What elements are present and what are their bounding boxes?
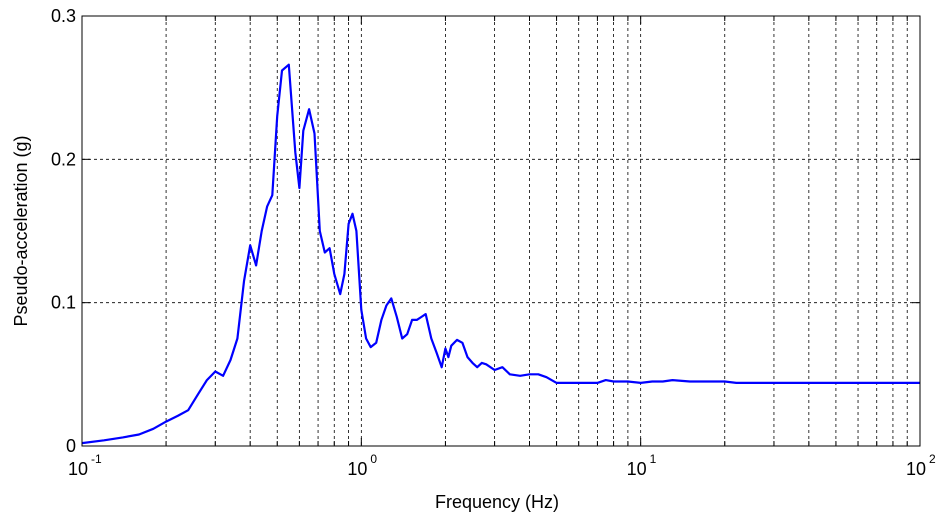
plot-frame [81,15,921,447]
x-tick-label: 10 [68,459,88,479]
y-tick-label: 0 [66,436,76,456]
x-tick-labels: 10 -1 10 0 10 1 10 2 [68,452,936,479]
x-tick-label: 10 [347,459,367,479]
grid [82,16,920,446]
y-tick-label: 0.2 [51,149,76,169]
y-tick-label: 0.3 [51,6,76,26]
x-tick-exponent: 1 [650,452,657,466]
x-tick-label: 10 [627,459,647,479]
data-line [81,63,920,445]
tick-marks [81,15,920,447]
plot-background [82,16,920,446]
x-tick-exponent: 2 [929,452,936,466]
y-tick-label: 0.1 [51,293,76,313]
x-axis-label: Frequency (Hz) [435,492,559,512]
x-tick-exponent: 0 [370,452,377,466]
y-tick-labels: 0 0.1 0.2 0.3 [51,6,76,456]
x-tick-label: 10 [906,459,926,479]
y-axis-label: Pseudo-acceleration (g) [11,135,31,326]
x-tick-exponent: -1 [91,452,102,466]
